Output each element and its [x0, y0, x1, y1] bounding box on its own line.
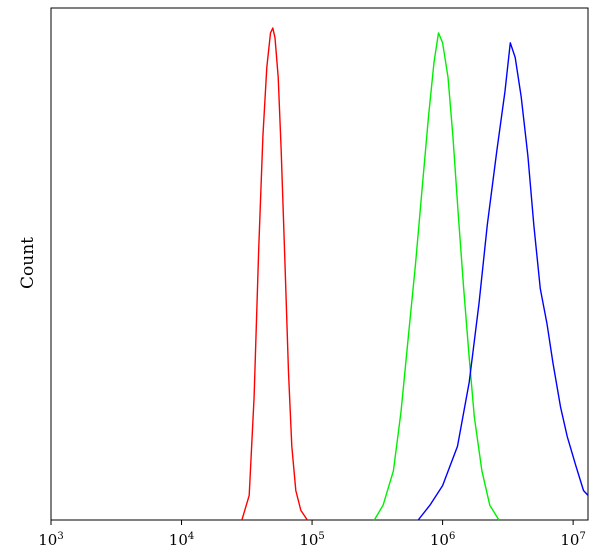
x-tick-exponent: 7	[579, 531, 585, 542]
x-tick-exponent: 6	[449, 531, 455, 542]
x-axis-ticks: 103 104 105 106 107	[38, 520, 586, 549]
x-tick-exponent: 3	[57, 531, 63, 542]
x-tick-label: 103	[38, 531, 63, 549]
x-tick-exponent: 5	[318, 531, 324, 542]
x-tick-base: 10	[299, 531, 318, 549]
plot-area	[51, 8, 588, 520]
x-tick-exponent: 4	[188, 531, 194, 542]
x-tick-base: 10	[38, 531, 57, 549]
x-tick-base: 10	[169, 531, 188, 549]
x-tick-label: 104	[169, 531, 194, 549]
x-tick-base: 10	[560, 531, 579, 549]
x-tick-base: 10	[430, 531, 449, 549]
x-tick-label: 107	[560, 531, 585, 549]
x-tick-label: 106	[430, 531, 455, 549]
y-axis-label: Count	[18, 237, 38, 289]
x-tick-label: 105	[299, 531, 324, 549]
